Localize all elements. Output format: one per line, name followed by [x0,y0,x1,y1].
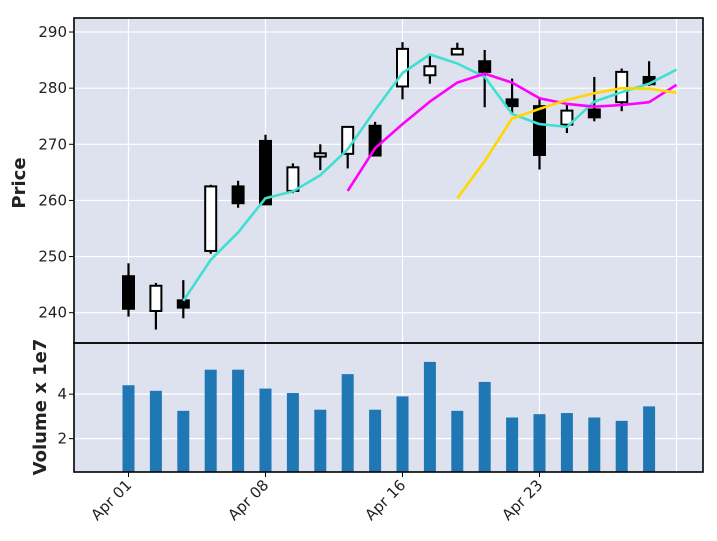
candle-body [204,185,218,252]
candle [231,180,245,208]
x-tick-label: Apr 23 [498,476,546,524]
candle [259,134,272,206]
x-tick-label: Apr 16 [361,476,409,524]
x-tick-labels: Apr 01 Apr 08 Apr 16 Apr 23 [87,472,546,524]
candle-body [478,60,492,73]
price-tick-label: 270 [38,135,67,153]
volume-bar [396,396,409,472]
candle-body [560,109,574,126]
candle [122,263,135,317]
volume-bars [122,361,656,472]
volume-bar [478,381,491,472]
volume-bar [204,369,217,472]
volume-bar [259,388,272,472]
candle-body [122,275,135,310]
candle [149,282,163,330]
candle [396,42,409,100]
x-tick-label: Apr 08 [224,476,272,524]
candle-body [286,166,300,192]
candle-body [587,108,601,119]
volume-panel-bg [74,343,703,472]
candle [560,105,574,134]
volume-bar [423,361,436,472]
candle-body [533,105,546,156]
candle-body [176,299,190,309]
candle [313,144,327,171]
price-panel-bg [74,18,703,343]
volume-tick-label: 2 [57,430,67,448]
volume-bar [451,410,464,472]
price-axis-label: Price [9,157,30,208]
candle-body [149,284,163,313]
moving-averages [182,53,678,302]
mav-line-7 [456,86,677,199]
mav-line-5 [346,72,678,192]
candle-body [396,47,409,88]
candle-body [423,65,437,77]
volume-bar [560,413,573,472]
candle-body [505,98,519,108]
candle [423,54,437,84]
volume-bar [314,409,327,472]
volume-bar [533,414,546,472]
candle [505,78,519,113]
price-tick-label: 250 [38,248,67,266]
volume-bar [369,409,382,472]
price-tick-label: 240 [38,304,67,322]
price-tick-label: 280 [38,79,67,97]
volume-bar [286,393,299,472]
volume-bar [122,385,135,472]
candle-body [313,152,327,158]
x-tick-label: Apr 01 [87,476,135,524]
volume-bar [506,417,519,472]
candle [204,184,218,254]
candle-body [231,185,245,205]
volume-tick-label: 4 [57,385,67,403]
volume-bar [177,410,190,472]
volume-bar [588,417,601,472]
candle-body [259,139,272,206]
mav-line-3 [182,53,678,302]
price-tick-label: 290 [38,23,67,41]
candle-body [450,47,464,56]
volume-bar [643,406,656,472]
volume-panel-frame [73,342,704,473]
volume-bar [615,420,628,472]
volume-bar [232,369,245,472]
volume-bar [149,390,162,472]
candle-body [368,124,382,157]
volume-axis-label: Volume x 1e7 [30,339,51,476]
volume-bar [341,374,354,472]
candle [450,42,464,56]
price-tick-label: 260 [38,191,67,209]
y-tick-labels: 240 250 260 270 280 290 2 4 [38,23,74,448]
candle [587,76,601,122]
